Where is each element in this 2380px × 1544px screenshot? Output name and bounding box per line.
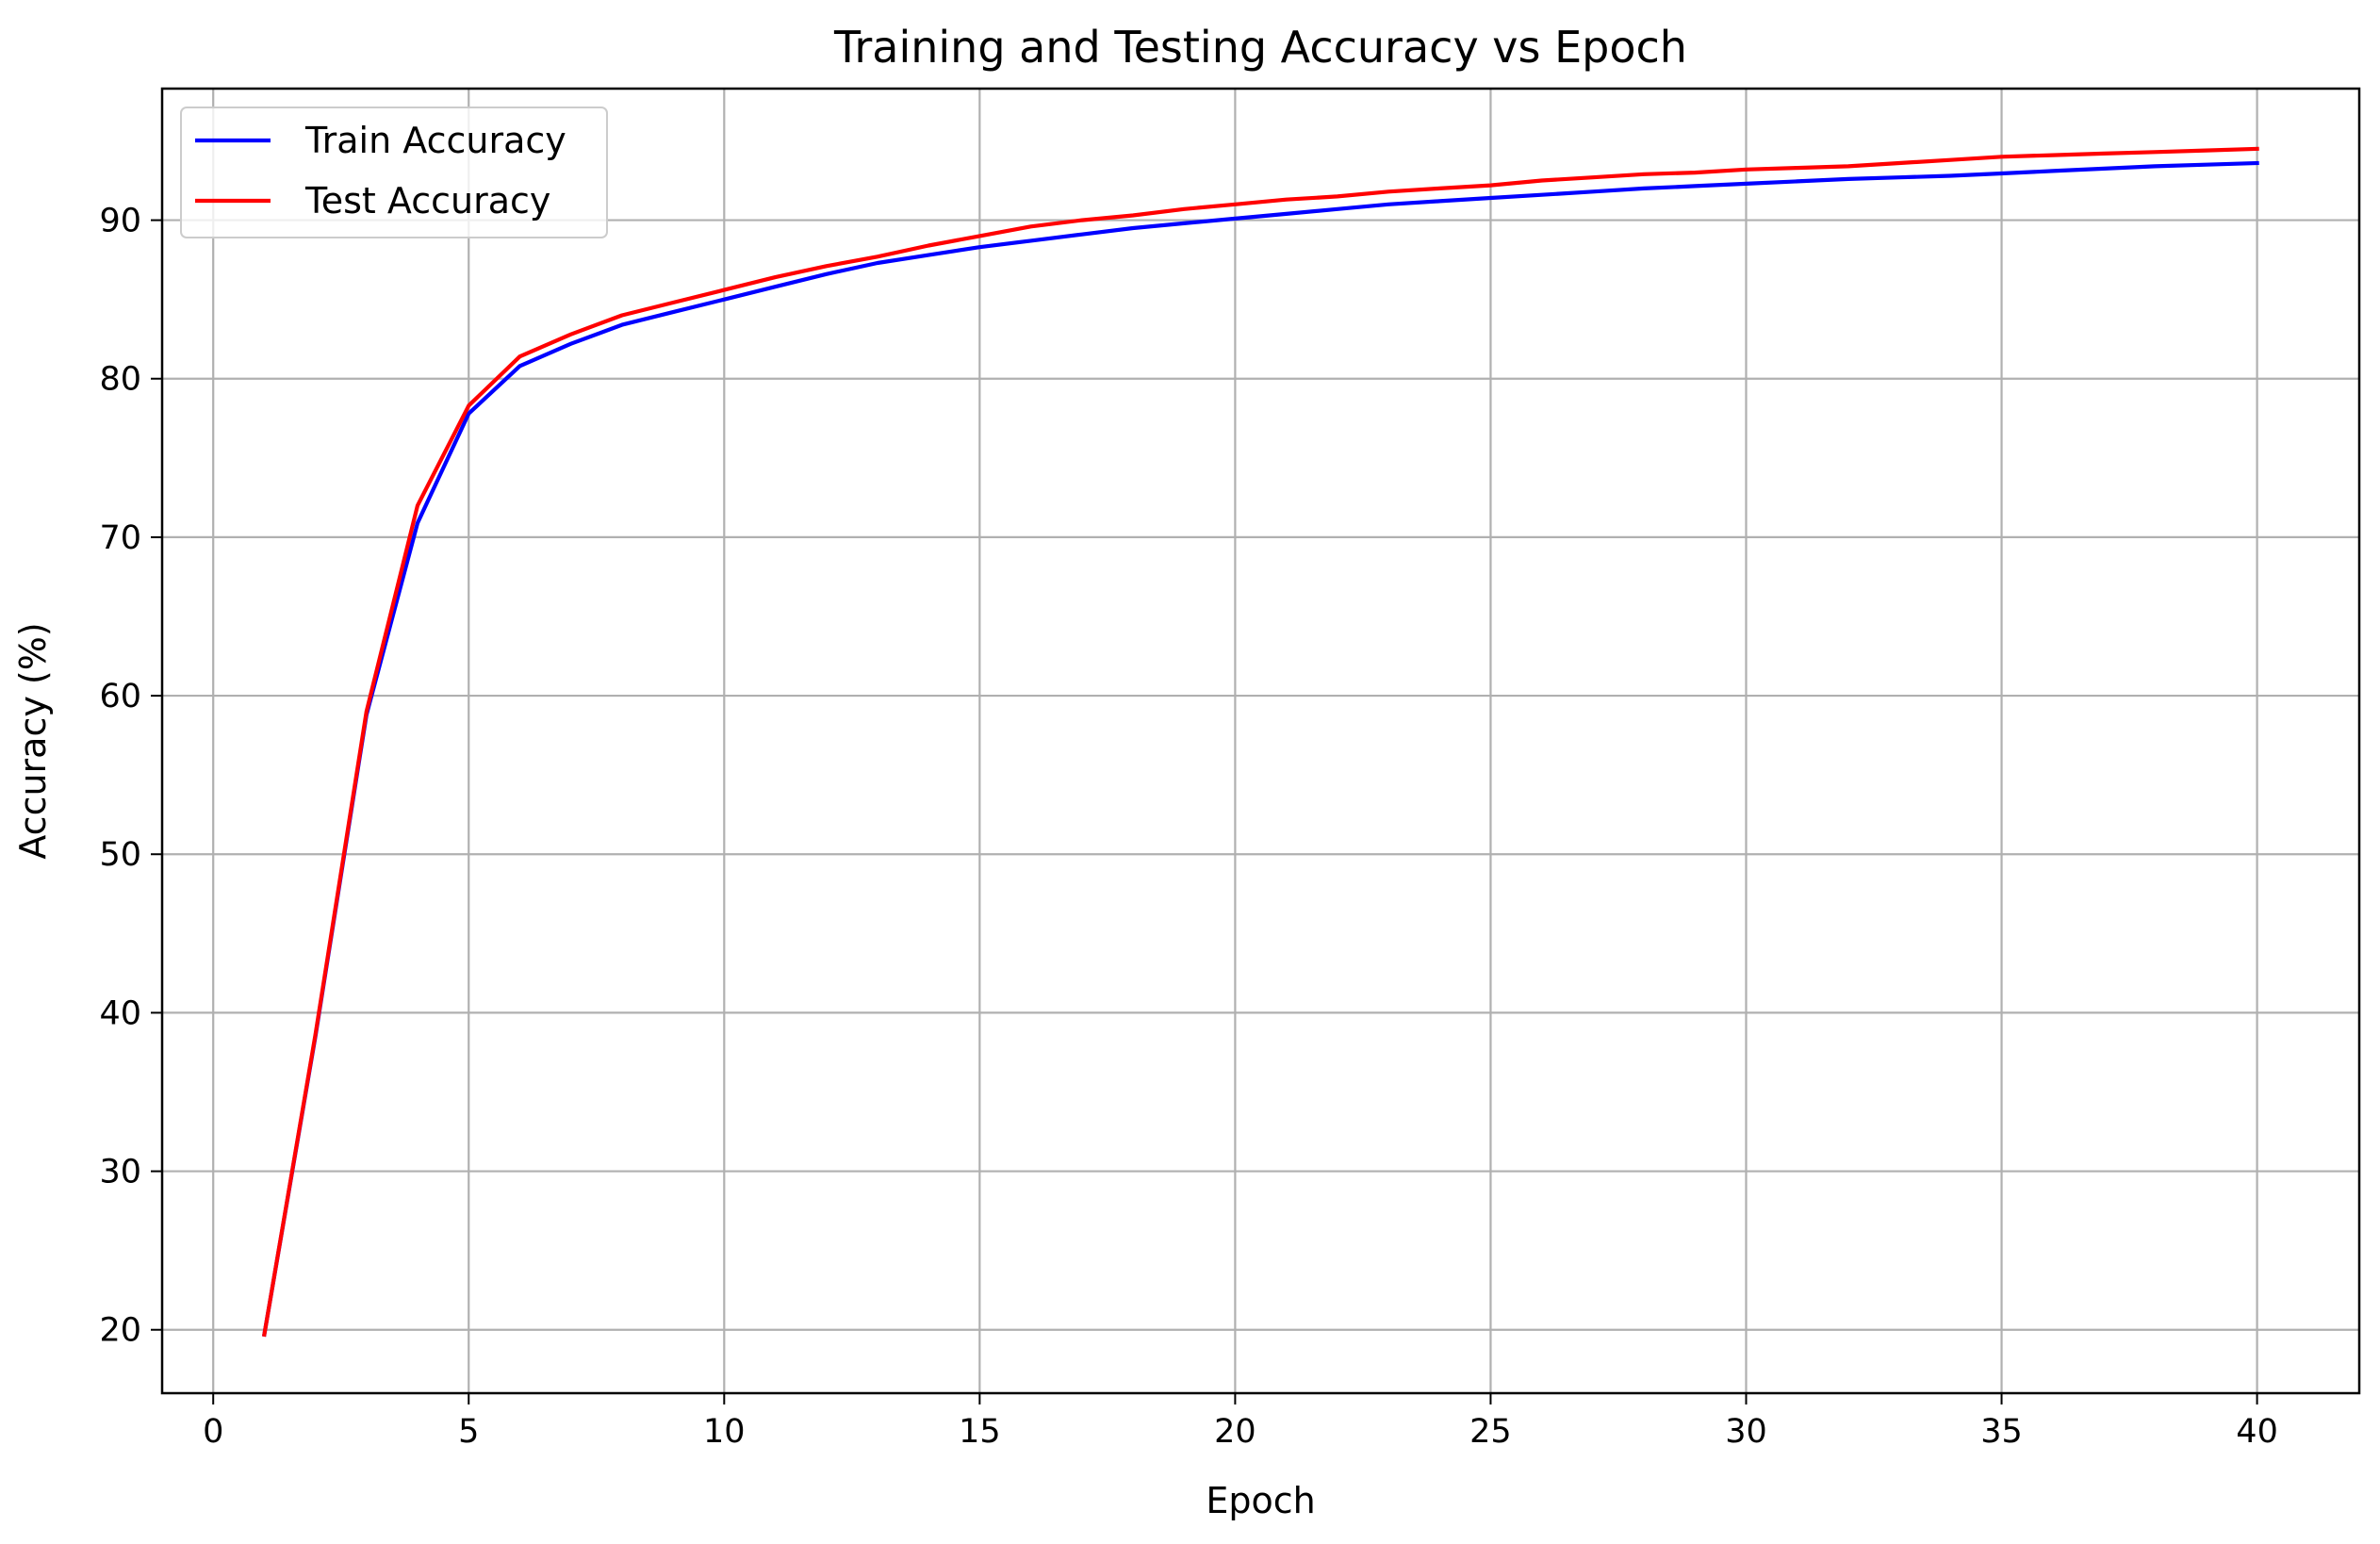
series-line-train xyxy=(261,160,2259,1338)
series-lines xyxy=(261,146,2259,1338)
y-tick-label: 40 xyxy=(99,994,141,1032)
series-line-test xyxy=(261,146,2259,1338)
legend-box xyxy=(180,107,608,238)
y-axis-ticks: 20 30 40 50 60 70 80 90 xyxy=(99,203,162,1350)
legend-label-train: Train Accuracy xyxy=(304,120,566,161)
x-tick-label: 35 xyxy=(1980,1413,2023,1451)
y-tick-label: 80 xyxy=(99,361,141,399)
x-axis-label: Epoch xyxy=(1206,1480,1315,1521)
x-tick-label: 15 xyxy=(959,1413,1001,1451)
x-tick-label: 20 xyxy=(1214,1413,1256,1451)
x-tick-label: 30 xyxy=(1725,1413,1767,1451)
x-tick-label: 5 xyxy=(458,1413,479,1451)
x-tick-label: 40 xyxy=(2236,1413,2278,1451)
legend: Train Accuracy Test Accuracy xyxy=(180,107,608,238)
x-tick-label: 10 xyxy=(703,1413,746,1451)
y-tick-label: 50 xyxy=(99,836,141,874)
y-tick-label: 90 xyxy=(99,203,141,240)
y-tick-label: 20 xyxy=(99,1312,141,1350)
legend-label-test: Test Accuracy xyxy=(304,180,550,222)
y-tick-label: 70 xyxy=(99,519,141,557)
y-tick-label: 30 xyxy=(99,1154,141,1191)
y-axis-label: Accuracy (%) xyxy=(12,622,54,859)
plot-frame xyxy=(160,87,2361,1395)
y-tick-label: 60 xyxy=(99,678,141,715)
chart-title: Training and Testing Accuracy vs Epoch xyxy=(833,22,1687,73)
x-axis-ticks: 0 5 10 15 20 25 30 35 40 xyxy=(203,1393,2278,1451)
x-tick-label: 0 xyxy=(203,1413,223,1451)
grid-lines xyxy=(162,89,2359,1393)
x-tick-label: 25 xyxy=(1469,1413,1512,1451)
